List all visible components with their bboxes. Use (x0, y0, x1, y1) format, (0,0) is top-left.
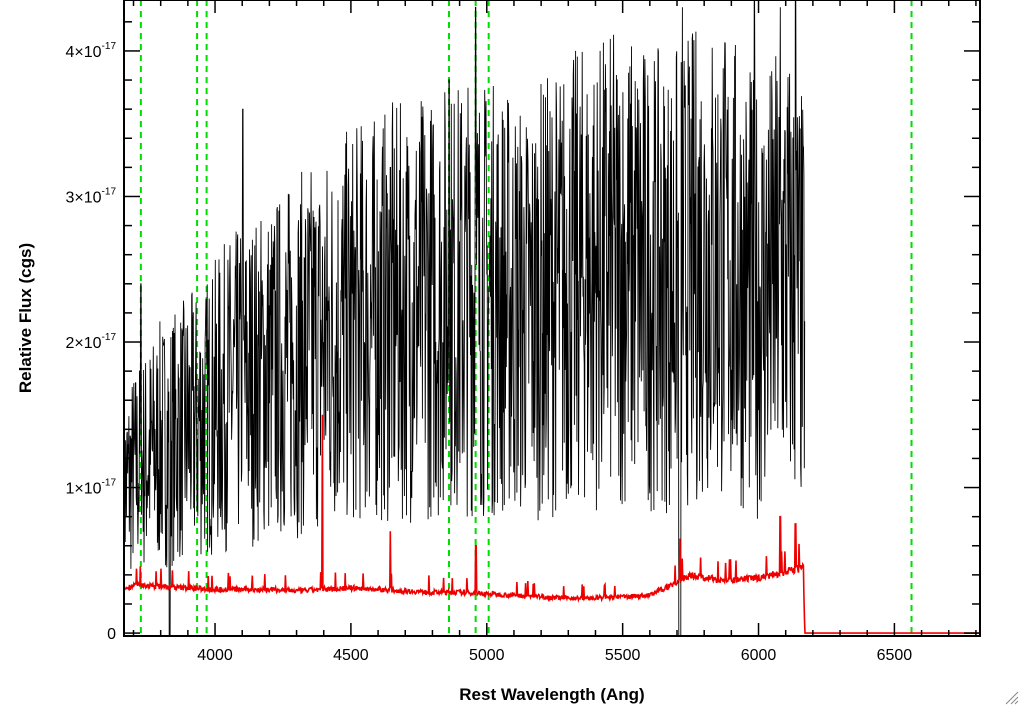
y-tick-label: 0 (107, 626, 116, 643)
y-tick-label: 1×10-17 (66, 478, 117, 498)
spectrum-series (123, 0, 980, 637)
x-axis-title: Rest Wavelength (Ang) (459, 685, 644, 704)
y-tick-label: 4×10-17 (66, 41, 117, 61)
emission-line-markers (139, 0, 913, 636)
y-axis-ticks: 0 1×10-17 2×10-17 3×10-17 4×10-17 (66, 21, 980, 643)
y-tick-label: 2×10-17 (66, 332, 117, 352)
plot-frame (123, 0, 981, 637)
x-tick-label: 4000 (197, 647, 233, 664)
spectrum-line-error (123, 414, 980, 634)
x-tick-label: 5500 (605, 647, 641, 664)
y-tick-label: 3×10-17 (66, 186, 117, 206)
x-tick-label: 6500 (877, 647, 913, 664)
resize-grip-icon[interactable] (1005, 691, 1019, 705)
x-tick-label: 6000 (741, 647, 777, 664)
x-tick-label: 4500 (333, 647, 369, 664)
x-axis-ticks: 4000 4500 5000 5500 6000 6500 (132, 0, 977, 664)
x-tick-label: 5000 (469, 647, 505, 664)
spectrum-line-flux (123, 0, 806, 637)
y-axis-title: Relative Flux (cgs) (16, 243, 35, 393)
